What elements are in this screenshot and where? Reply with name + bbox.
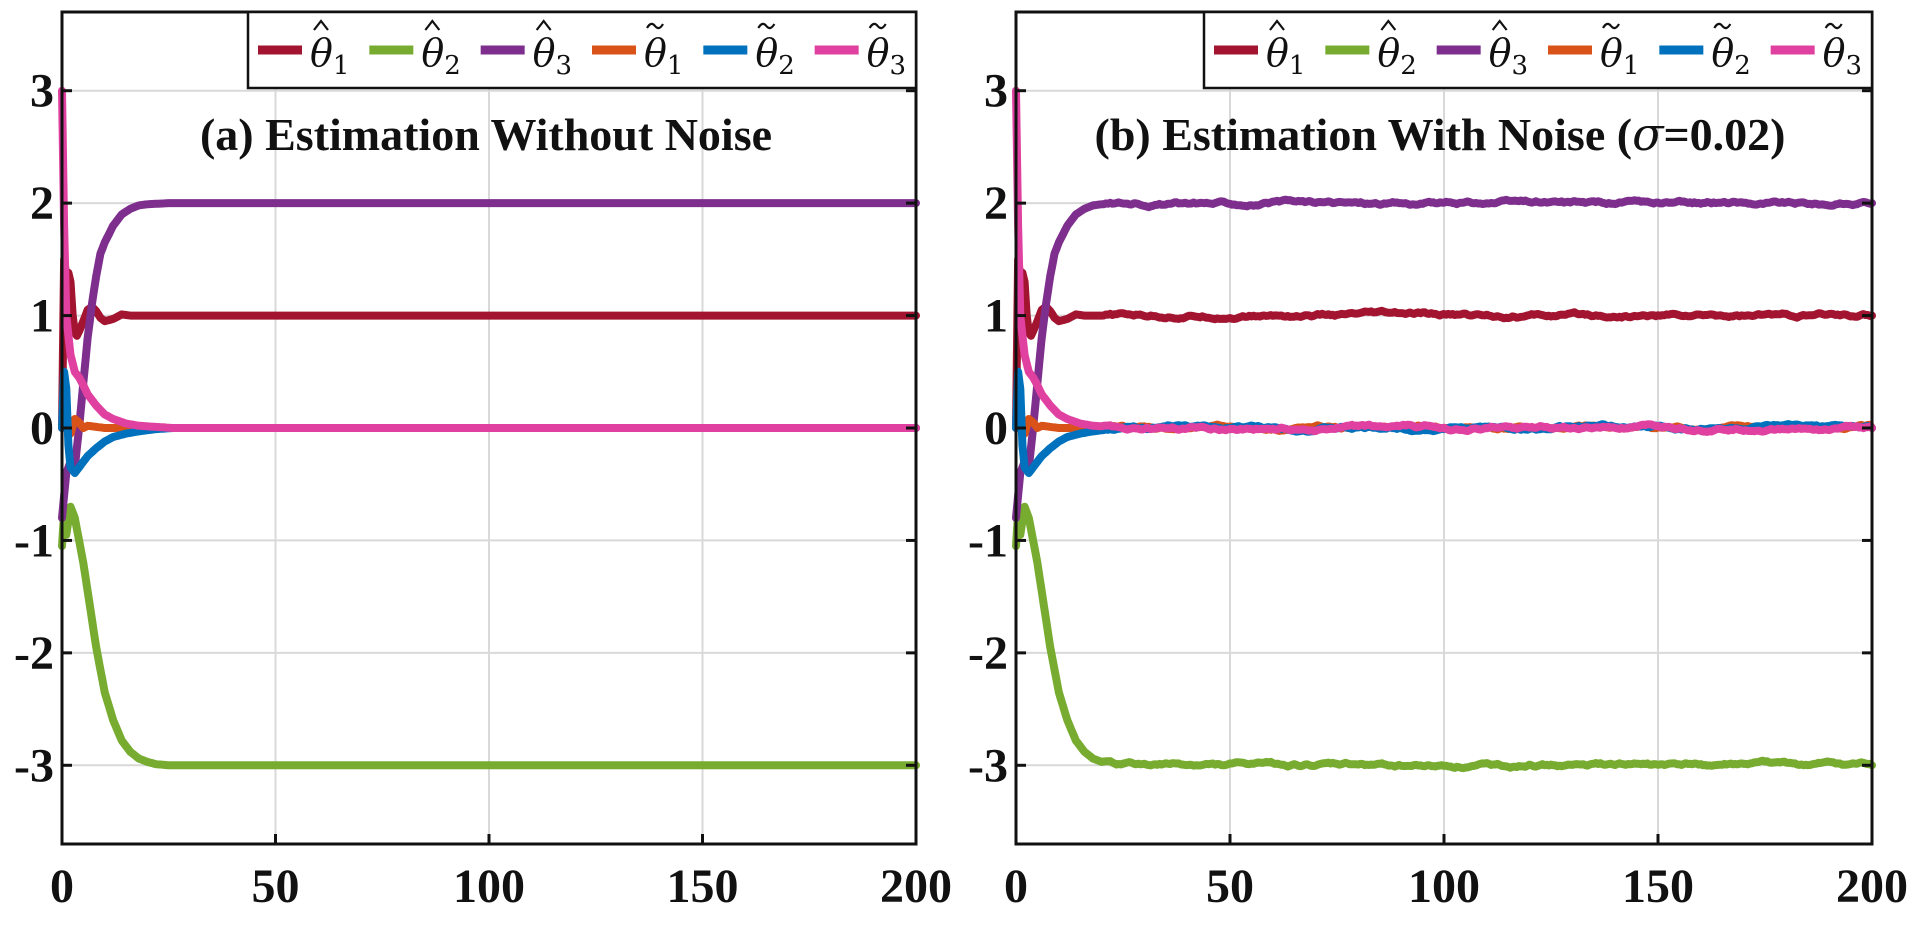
hat-accent [535,19,552,31]
x-tick-label: 0 [50,860,74,913]
legend-item-tilde-theta-3: θ3 [814,22,906,81]
legend: θ1 θ2 θ3 θ1 θ2 θ3 [246,10,918,90]
x-tick-label: 50 [252,860,300,913]
hat-accent [1269,19,1285,31]
legend-item-hat-theta-1: θ1 [258,19,349,81]
x-tick-label: 150 [667,860,739,913]
legend-label: θ1 [644,31,683,81]
x-tick-label: 100 [1408,860,1480,913]
tilde-accent [646,22,664,30]
y-tick-label: 3 [984,65,1008,118]
x-tick-label: 0 [1004,860,1028,913]
y-tick-label: 0 [984,402,1008,455]
y-tick-label: -1 [14,514,54,567]
hat-accent [424,19,441,31]
series-line-hat-theta-1 [1012,255,1876,432]
hat-accent [313,19,329,31]
legend-item-tilde-theta-2: θ2 [1659,22,1751,81]
series-line-hat-theta-2 [58,502,920,770]
panel-a: 0 50 100 150 200 -3 -2 -1 0 1 2 3 (a) Estimation Wit… [14,10,952,913]
legend-label: θ3 [1823,31,1862,81]
panel-title: (a) Estimation Without Noise [200,109,772,160]
x-tick-label: 150 [1622,860,1694,913]
y-tick-label: 2 [30,177,54,230]
legend-item-hat-theta-1: θ1 [1214,19,1305,81]
y-tick-label: -3 [968,739,1008,792]
y-tick-label: -2 [14,627,54,680]
hat-accent [1380,19,1397,31]
series-line-hat-theta-2 [1012,502,1876,773]
y-tick-label: 0 [30,402,54,455]
x-tick-label: 200 [880,860,952,913]
series-line-hat-theta-1 [58,255,920,432]
x-tick-label: 200 [1836,860,1908,913]
legend-box [246,10,918,90]
tilde-accent [1824,22,1843,30]
legend-label: θ2 [1711,31,1750,81]
legend-label: θ1 [1266,31,1305,81]
y-tick-label: -2 [968,627,1008,680]
x-tick-label: 50 [1206,860,1254,913]
legend-label: θ3 [867,31,906,81]
legend-item-hat-theta-2: θ2 [1325,19,1417,81]
legend-item-tilde-theta-1: θ1 [592,22,683,81]
tilde-accent [868,22,887,30]
legend: θ1 θ2 θ3 θ1 θ2 θ3 [1202,10,1874,90]
y-tick-label: 1 [984,290,1008,343]
y-tick-label: 2 [984,177,1008,230]
legend-item-tilde-theta-3: θ3 [1770,22,1862,81]
y-tick-label: -3 [14,739,54,792]
legend-item-tilde-theta-1: θ1 [1548,22,1639,81]
series-line-hat-theta-3 [58,199,920,522]
legend-label: θ3 [533,31,572,81]
legend-label: θ1 [310,31,349,81]
legend-label: θ2 [1377,31,1416,81]
panel-b: 0 50 100 150 200 -3 -2 -1 0 1 2 3 (b) Estimation Wit… [968,10,1908,913]
legend-box [1202,10,1874,90]
series-line-tilde-theta-3 [1012,86,1876,436]
series-line-hat-theta-3 [1012,195,1876,522]
panel-title: (b) Estimation With Noise (σ=0.02) [1095,107,1786,161]
legend-label: θ3 [1489,31,1528,81]
tilde-accent [1602,22,1620,30]
legend-item-tilde-theta-2: θ2 [703,22,795,81]
hat-accent [1491,19,1508,31]
legend-item-hat-theta-2: θ2 [369,19,461,81]
y-tick-label: 1 [30,290,54,343]
legend-label: θ2 [421,31,460,81]
y-tick-label: -1 [968,514,1008,567]
x-tick-label: 100 [453,860,525,913]
series-group [1012,86,1876,773]
series-line-tilde-theta-3 [58,86,920,432]
y-tick-label: 3 [30,65,54,118]
tilde-accent [1713,22,1732,30]
series-group [58,86,920,770]
legend-item-hat-theta-3: θ3 [1436,19,1528,81]
legend-item-hat-theta-3: θ3 [480,19,572,81]
tilde-accent [757,22,776,30]
legend-label: θ1 [1600,31,1639,81]
legend-label: θ2 [755,31,794,81]
